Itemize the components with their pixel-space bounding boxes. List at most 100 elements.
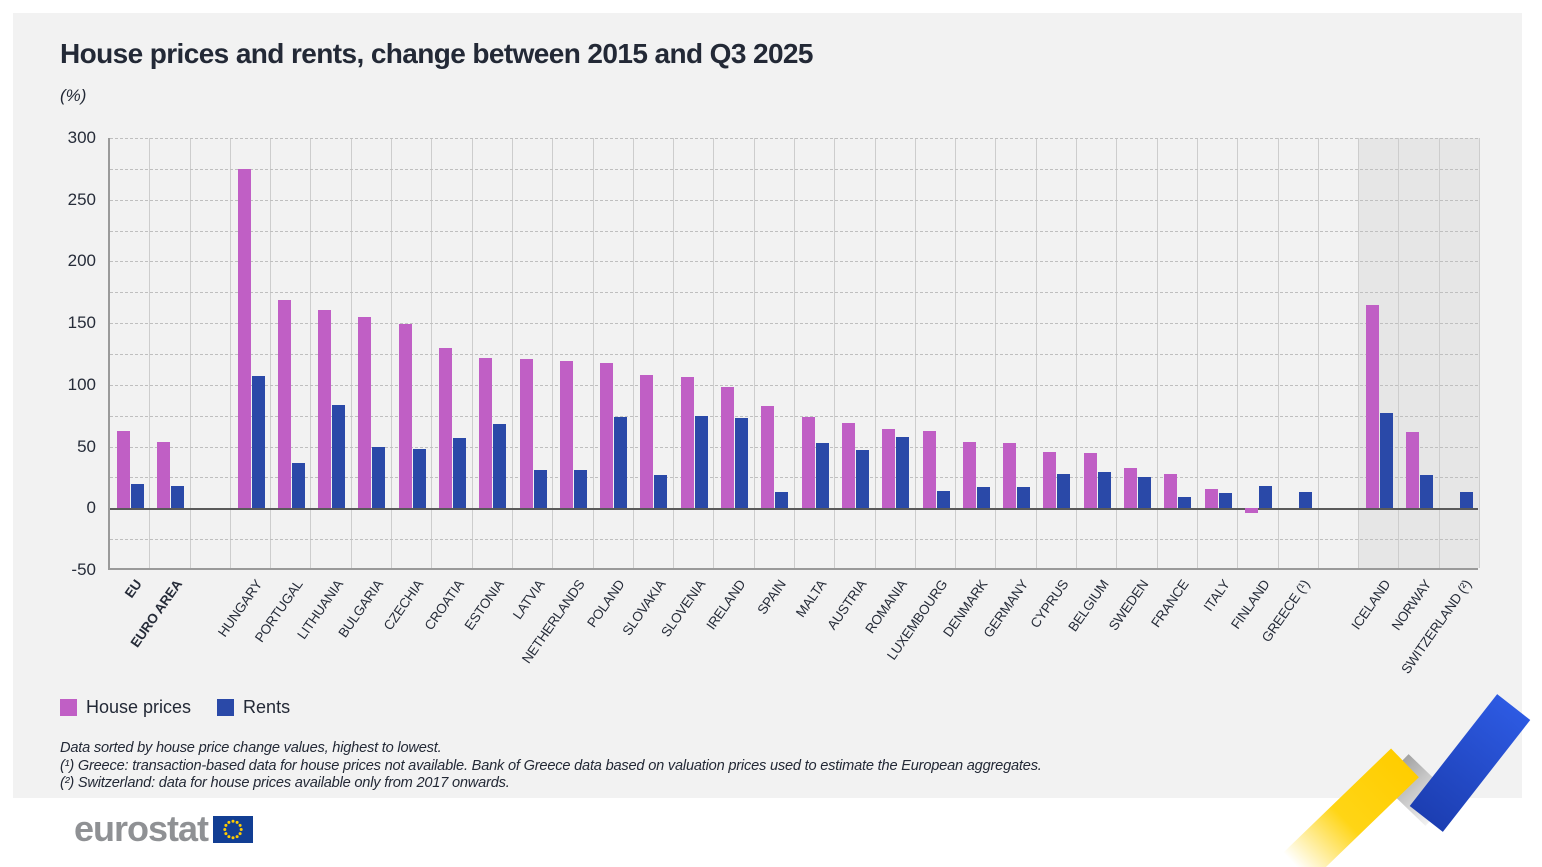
x-axis-label: ESTONIA (461, 577, 508, 633)
country-column (392, 138, 433, 568)
eu-flag-icon (213, 815, 254, 843)
x-axis-label: FINLAND (1228, 577, 1273, 632)
chart-title: House prices and rents, change between 2… (60, 38, 813, 69)
rents-bar-netherlands (573, 470, 587, 509)
house-prices-bar-portugal (277, 299, 291, 509)
country-column (594, 138, 634, 568)
rents-bar-cyprus (1057, 473, 1071, 509)
x-axis-label: CROATIA (421, 577, 467, 633)
y-axis-tick-label: 100 (67, 374, 96, 394)
house-prices-bar-finland (1244, 508, 1258, 514)
country-column (473, 138, 513, 568)
spacer-column (191, 138, 231, 568)
house-prices-bar-poland (600, 362, 614, 509)
country-column (956, 138, 997, 568)
rents-bar-slovenia (694, 415, 708, 509)
x-axis-label: CZECHIA (381, 577, 427, 633)
rents-bar-finland (1258, 486, 1272, 509)
unit-label: (%) (60, 86, 87, 105)
rents-label: Rents (243, 697, 291, 717)
house-prices-bar-euro-area (156, 441, 170, 509)
rents-bar-denmark (976, 487, 990, 509)
y-axis-tick-label: 0 (86, 498, 96, 518)
x-axis-label: SPAIN (754, 577, 790, 618)
footnote-greece: (¹) Greece: transaction-based data for h… (60, 757, 1042, 774)
country-column (1198, 138, 1239, 568)
x-axis-label: EU (121, 577, 145, 601)
country-column (714, 138, 755, 568)
house-prices-bar-romania (882, 429, 896, 509)
house-prices-bar-bulgaria (358, 316, 372, 509)
rents-bar-eu (130, 483, 144, 509)
house-prices-bar-czechia (398, 324, 412, 509)
rents-bar-greece (1299, 492, 1313, 509)
footnote-sorting: Data sorted by house price change values… (60, 740, 442, 756)
house-prices-bar-cyprus (1043, 451, 1057, 509)
y-axis-tick-label: 250 (67, 189, 96, 209)
house-prices-bar-sweden (1123, 467, 1137, 509)
house-prices-bar-austria (841, 423, 855, 509)
country-column (1439, 138, 1480, 568)
y-axis-tick-label: 150 (67, 313, 96, 333)
rents-bar-lithuania (332, 404, 346, 509)
rents-bar-norway (1420, 474, 1434, 509)
y-axis-tick-label: 200 (67, 251, 96, 271)
rents-bar-hungary (251, 376, 265, 509)
x-axis-label: FRANCE (1148, 577, 1193, 631)
country-column (674, 138, 715, 568)
y-axis-tick-label: 50 (77, 436, 96, 456)
house-prices-bar-ireland (721, 387, 735, 509)
x-axis-label: ITALY (1200, 577, 1233, 614)
x-axis-label: IRELAND (703, 577, 749, 633)
house-prices-bar-belgium (1083, 452, 1097, 509)
house-prices-swatch (60, 699, 77, 716)
house-prices-bar-malta (801, 416, 815, 509)
country-column (150, 138, 191, 568)
legend-item-rents: Rents (217, 697, 290, 718)
house-prices-bar-denmark (962, 441, 976, 509)
x-axis-label: CYPRUS (1027, 577, 1072, 631)
country-column (110, 138, 151, 568)
house-prices-bar-iceland (1365, 304, 1379, 509)
country-column (271, 138, 312, 568)
house-prices-bar-estonia (479, 357, 493, 509)
rents-bar-belgium (1097, 472, 1111, 509)
x-axis: EU EURO AREA HUNGARY PORTUGAL LITHUANIA BULGA… (108, 577, 1478, 697)
y-axis-tick-label: 300 (67, 128, 96, 147)
country-column (996, 138, 1037, 568)
rents-bar-switzerland (1460, 492, 1474, 509)
house-prices-bar-luxembourg (922, 430, 936, 509)
country-column (432, 138, 473, 568)
country-column (1359, 138, 1400, 568)
rents-bar-croatia (452, 437, 466, 509)
country-column (755, 138, 795, 568)
x-axis-label: MALTA (793, 577, 830, 621)
x-axis-label: POLAND (584, 577, 628, 631)
rents-bar-czechia (412, 449, 426, 509)
country-column (231, 138, 272, 568)
house-prices-bar-italy (1204, 488, 1218, 509)
rents-bar-france (1178, 497, 1192, 509)
house-prices-bar-eu (116, 430, 130, 509)
country-column (1399, 138, 1440, 568)
house-prices-bar-germany (1003, 442, 1017, 509)
country-column (1158, 138, 1198, 568)
x-axis-label: SWEDEN (1106, 577, 1152, 634)
country-column (876, 138, 916, 568)
house-prices-bar-spain (761, 405, 775, 509)
country-column (1279, 138, 1319, 568)
legend: House prices Rents (60, 697, 290, 718)
rents-bar-euro-area (170, 486, 184, 509)
rents-bar-spain (775, 492, 789, 509)
house-prices-bar-france (1164, 473, 1178, 509)
x-axis-label: ICELAND (1348, 577, 1394, 633)
rents-bar-luxembourg (936, 491, 950, 509)
eurostat-logo-text: eurostat (74, 808, 209, 849)
rents-bar-slovakia (654, 474, 668, 509)
rents-bar-malta (815, 442, 829, 509)
country-column (553, 138, 594, 568)
house-prices-bar-netherlands (559, 361, 573, 509)
rents-bar-estonia (493, 424, 507, 509)
footnotes: Data sorted by house price change values… (60, 740, 1042, 793)
country-column (634, 138, 675, 568)
